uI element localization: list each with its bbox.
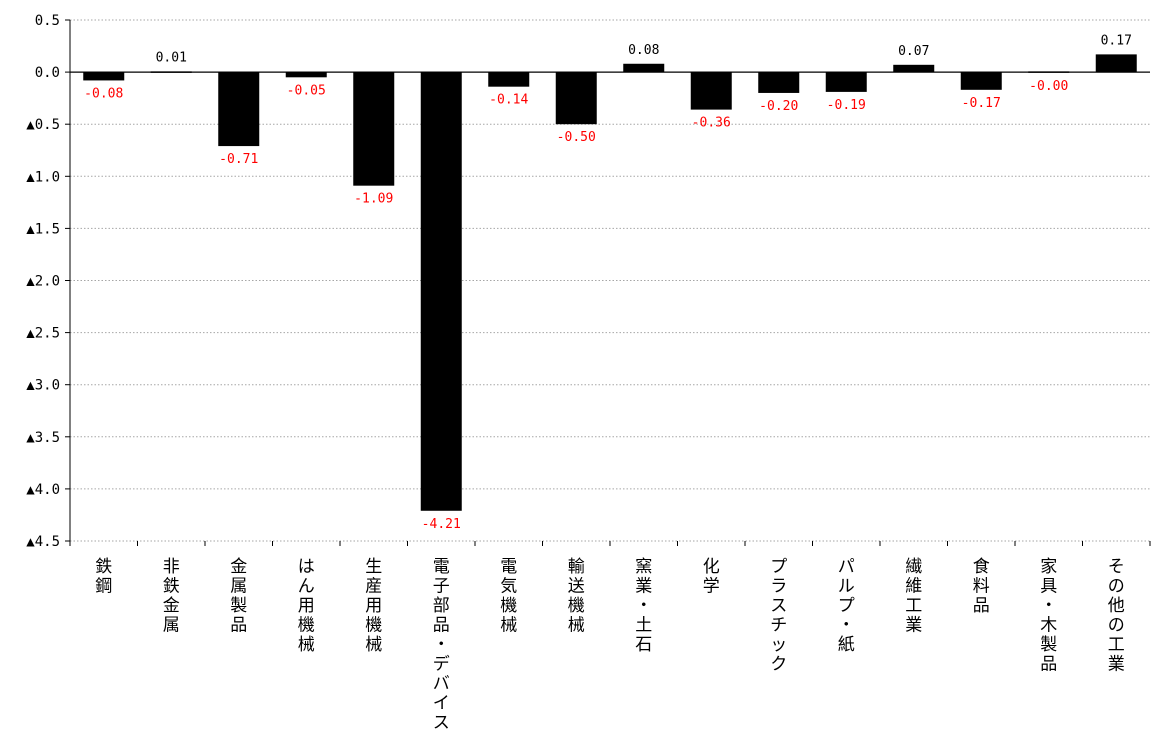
category-label: パルプ・紙 [838,557,855,655]
y-tick-label: ▲1.0 [26,169,60,185]
category-label: 電子部品・デバイス [433,557,450,733]
category-label: はん用機械 [298,557,315,655]
bar [420,72,462,511]
data-label: -0.36 [692,116,731,131]
data-label: -0.08 [84,86,123,101]
category-label: 家具・木製品 [1040,557,1057,675]
bar [150,71,192,73]
category-label: 食料品 [973,557,990,616]
data-label: -0.17 [962,96,1001,111]
data-label: -4.21 [422,517,461,532]
bar [825,72,867,92]
category-labels: 鉄鋼 非鉄金属 金属製品 はん用機械 生産用機械 電子部品・デバイス 電気機械 輸送機械 窯業・… [95,557,1125,733]
bar [960,72,1002,90]
data-label: -0.00 [1029,79,1068,94]
bar [893,64,935,73]
y-tick-label: 0.5 [35,13,60,29]
data-labels: -0.08 0.01 -0.71 -0.05 -1.09 -4.21 -0.14 -0.50 0… [84,33,1132,531]
category-label: 鉄鋼 [95,557,112,597]
bar [1028,71,1070,73]
y-tick-label: ▲2.5 [26,326,60,342]
data-label: -0.50 [557,130,596,145]
category-label: 化学 [703,557,720,597]
bar [285,72,327,78]
category-label: プラスチック [770,557,787,675]
bar [83,72,125,81]
category-label: 金属製品 [230,557,247,636]
data-label: 0.08 [628,43,659,58]
data-label: -1.09 [354,192,393,207]
y-tick-label: ▲4.0 [26,482,60,498]
category-label: 非鉄金属 [163,557,180,636]
data-label: 0.07 [898,44,929,59]
bar [1095,54,1137,73]
data-label: 0.17 [1101,33,1132,48]
data-label: -0.71 [219,152,258,167]
y-tick-label: ▲4.5 [26,534,60,550]
y-tick-label: 0.0 [35,65,60,81]
y-tick-label: ▲3.0 [26,378,60,394]
y-tick-label: ▲2.0 [26,274,60,290]
category-label: 電気機械 [500,557,517,636]
data-label: -0.20 [759,99,798,114]
y-tick-label: ▲1.5 [26,221,60,237]
bar [623,63,665,73]
category-label: 繊維工業 [905,557,922,636]
y-tick-label: ▲3.5 [26,430,60,446]
data-label: 0.01 [156,50,187,65]
data-label: -0.19 [827,98,866,113]
bar [690,72,732,110]
bar [758,72,800,93]
bar [488,72,530,87]
category-label: その他の工業 [1108,557,1125,675]
bar [218,72,260,147]
bar [353,72,395,186]
data-label: -0.14 [489,93,528,108]
y-tick-label: ▲0.5 [26,117,60,133]
data-label: -0.05 [287,83,326,98]
category-label: 輸送機械 [568,557,585,636]
bars [83,54,1137,511]
bar [555,72,597,125]
category-label: 窯業・土石 [635,557,652,655]
category-label: 生産用機械 [365,557,382,655]
